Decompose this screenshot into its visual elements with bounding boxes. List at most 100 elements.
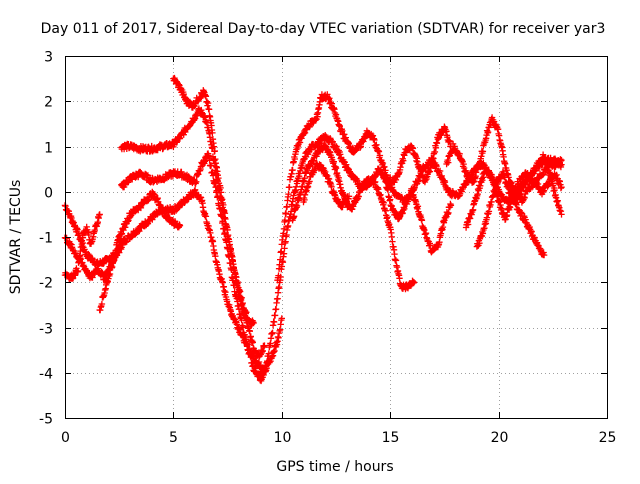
data-point <box>488 171 495 179</box>
chart-title: Day 011 of 2017, Sidereal Day-to-day VTE… <box>41 21 606 37</box>
data-point <box>226 241 233 248</box>
y-tick-labels: -5 -4 -3 -2 -1 0 1 2 3 <box>39 50 53 428</box>
data-point <box>272 305 280 313</box>
x-tick-label: 20 <box>491 430 509 446</box>
data-point <box>274 295 281 302</box>
data-point <box>275 272 282 279</box>
data-point <box>232 271 239 278</box>
data-point <box>387 196 394 203</box>
data-marks <box>61 74 565 385</box>
data-point <box>558 156 565 164</box>
data-point <box>261 342 268 349</box>
data-point <box>280 225 288 233</box>
y-tick-label: 1 <box>44 141 53 157</box>
data-point <box>222 215 229 223</box>
data-point <box>479 148 487 155</box>
axis-ticks <box>65 56 608 419</box>
series-sat-g <box>61 211 103 283</box>
data-point <box>445 159 452 166</box>
data-point <box>491 188 498 196</box>
data-point <box>287 208 295 215</box>
data-point <box>207 162 215 169</box>
data-point <box>98 300 106 308</box>
series-sat-j <box>289 142 418 293</box>
data-point <box>292 183 300 190</box>
y-axis-label: SDTVAR / TECUs <box>8 180 24 295</box>
data-point <box>414 203 422 210</box>
data-point <box>265 350 272 357</box>
data-point <box>235 289 243 296</box>
data-point <box>218 213 225 220</box>
series-sat-h <box>256 132 565 385</box>
data-point <box>118 238 125 245</box>
y-tick-label: -5 <box>39 412 53 428</box>
data-point <box>278 315 285 322</box>
data-point <box>465 171 472 178</box>
data-point <box>122 224 129 231</box>
data-point <box>558 211 565 218</box>
y-tick-label: -1 <box>39 231 53 247</box>
data-point <box>445 209 452 217</box>
data-point <box>283 203 291 210</box>
data-point <box>439 223 447 231</box>
data-point <box>426 168 433 175</box>
data-point <box>209 129 216 137</box>
data-point <box>202 213 210 220</box>
data-point <box>277 256 284 263</box>
data-point <box>371 136 378 144</box>
data-point <box>217 189 225 196</box>
data-point <box>540 251 548 259</box>
data-point <box>384 186 392 194</box>
data-point <box>410 279 418 286</box>
data-point <box>213 187 220 194</box>
data-point <box>202 93 210 100</box>
x-tick-label: 5 <box>169 430 178 446</box>
data-point <box>237 295 244 303</box>
data-point <box>431 148 439 156</box>
data-point <box>211 147 218 155</box>
series-sat-p <box>506 156 565 206</box>
y-tick-label: 0 <box>44 186 53 202</box>
data-point <box>285 190 292 198</box>
data-point <box>96 211 103 218</box>
data-point <box>293 202 301 210</box>
data-point <box>345 193 353 200</box>
data-point <box>269 329 276 336</box>
data-point <box>204 99 212 107</box>
data-point <box>282 209 290 217</box>
data-point <box>249 339 256 346</box>
data-point <box>381 163 388 171</box>
y-tick-label: 3 <box>44 50 53 66</box>
data-point <box>278 248 285 255</box>
data-point <box>501 173 509 181</box>
data-point <box>221 210 229 217</box>
data-point <box>372 178 379 186</box>
data-point <box>281 245 288 252</box>
x-tick-label: 10 <box>274 430 292 446</box>
data-point <box>271 312 279 319</box>
data-point <box>290 213 298 220</box>
data-point <box>77 243 85 251</box>
data-point <box>113 252 121 259</box>
series-sat-l <box>382 178 455 256</box>
data-point <box>246 328 253 335</box>
data-point <box>114 249 122 256</box>
data-point <box>270 318 278 326</box>
x-tick-labels: 0 5 10 15 20 25 <box>61 430 616 446</box>
data-point <box>193 178 200 185</box>
data-point <box>496 198 503 205</box>
x-tick-label: 0 <box>61 430 70 446</box>
data-point <box>281 216 289 224</box>
data-point <box>229 275 237 282</box>
y-tick-label: -3 <box>39 322 53 338</box>
y-tick-label: 2 <box>44 95 53 111</box>
data-point <box>551 186 558 194</box>
data-point <box>250 319 257 327</box>
data-point <box>558 184 565 191</box>
data-point <box>332 165 340 172</box>
data-point <box>205 106 213 113</box>
x-tick-label: 25 <box>599 430 617 446</box>
data-point <box>418 217 426 224</box>
